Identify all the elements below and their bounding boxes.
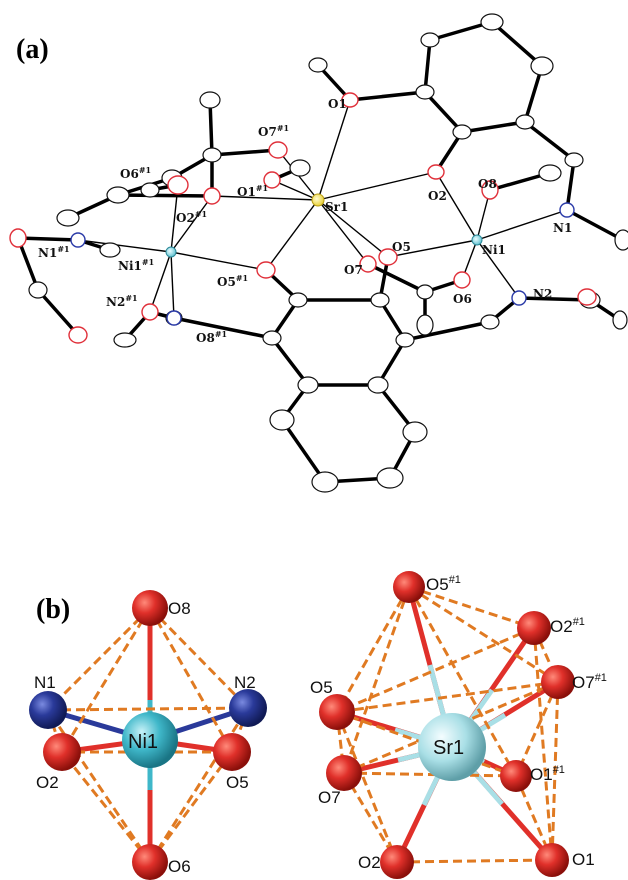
label-o1: O1 xyxy=(328,97,347,111)
label-sr-o7-sym: O7#1 xyxy=(572,672,607,692)
label-o6: O6 xyxy=(453,292,472,306)
label-sr-o7: O7 xyxy=(318,788,341,807)
label-ni-o6: O6 xyxy=(168,857,191,876)
sr-o1-sphere xyxy=(535,843,569,877)
label-o6-sym: O6#1 xyxy=(120,165,151,181)
ni-o2-sphere xyxy=(43,733,81,771)
label-ni-o8: O8 xyxy=(168,599,191,618)
ni-center-sphere xyxy=(122,712,178,768)
label-o8: O8 xyxy=(478,177,497,191)
label-n2-sym: N2#1 xyxy=(106,293,138,309)
label-ni-o2: O2 xyxy=(36,773,59,792)
panel-b: (b) xyxy=(29,571,607,880)
ni1-sym-atom xyxy=(165,246,177,258)
panel-a: (a) xyxy=(9,13,628,493)
panel-a-labels: O1 O2 Sr1 Ni1 O8 N1 N2 O6 O5 O7 O7#1 O6#… xyxy=(38,97,572,345)
label-sr-o2-sym: O2#1 xyxy=(550,616,585,636)
label-n1: N1 xyxy=(553,221,572,235)
label-o7-sym: O7#1 xyxy=(258,123,289,139)
sr-polyhedron: Sr1 O5#1 O2#1 O7#1 O5 O1#1 O7 O2 O1 xyxy=(310,571,607,879)
label-sr-o1: O1 xyxy=(572,850,595,869)
label-ni1: Ni1 xyxy=(482,243,506,257)
ni-n2-sphere xyxy=(229,689,267,727)
label-o7: O7 xyxy=(344,263,363,277)
carbon-atoms xyxy=(28,13,628,493)
label-o2-sym: O2#1 xyxy=(176,209,207,225)
nitrogen-atoms xyxy=(70,202,575,326)
label-o5-sym: O5#1 xyxy=(217,273,248,289)
panel-a-label: (a) xyxy=(16,34,49,65)
sr-o2-sym-sphere xyxy=(517,611,551,645)
label-sr-center: Sr1 xyxy=(433,737,464,759)
sr-center-sphere xyxy=(418,713,486,781)
ni-o8-sphere xyxy=(132,590,168,626)
label-sr-o5: O5 xyxy=(310,678,333,697)
sr-o7-sphere xyxy=(326,755,362,791)
label-ni-center: Ni1 xyxy=(128,731,158,753)
ni-o5-sphere xyxy=(213,733,251,771)
label-o8-sym: O8#1 xyxy=(196,329,227,345)
sr1-atom xyxy=(311,193,325,207)
ni-polyhedron: Ni1 O8 N1 N2 O2 O5 O6 xyxy=(29,590,267,880)
sr-o2-sphere xyxy=(380,845,414,879)
label-ni-o5: O5 xyxy=(226,773,249,792)
label-o2: O2 xyxy=(428,189,447,203)
label-n1-sym: N1#1 xyxy=(38,244,70,260)
label-n2: N2 xyxy=(533,287,552,301)
ni1-atom xyxy=(471,234,483,246)
label-sr-o5-sym: O5#1 xyxy=(426,574,461,594)
label-sr-o1-sym: O1#1 xyxy=(530,764,565,784)
label-sr1: Sr1 xyxy=(325,200,348,214)
panel-b-label: (b) xyxy=(36,594,70,625)
sr-o7-sym-sphere xyxy=(541,665,575,699)
sr-o5-sphere xyxy=(319,694,355,730)
sr-o5-sym-sphere xyxy=(393,571,425,603)
label-ni-n1: N1 xyxy=(34,673,56,692)
sr-o1-sym-sphere xyxy=(500,760,532,792)
ni-n1-sphere xyxy=(29,691,67,729)
label-sr-o2: O2 xyxy=(358,853,381,872)
label-ni1-sym: Ni1#1 xyxy=(118,257,154,273)
label-ni-n2: N2 xyxy=(234,673,256,692)
ni-o6-sphere xyxy=(132,844,168,880)
oxygen-atoms xyxy=(9,92,597,344)
label-o1-sym: O1#1 xyxy=(237,183,268,199)
panel-a-atoms xyxy=(9,13,628,493)
label-o5: O5 xyxy=(392,240,411,254)
